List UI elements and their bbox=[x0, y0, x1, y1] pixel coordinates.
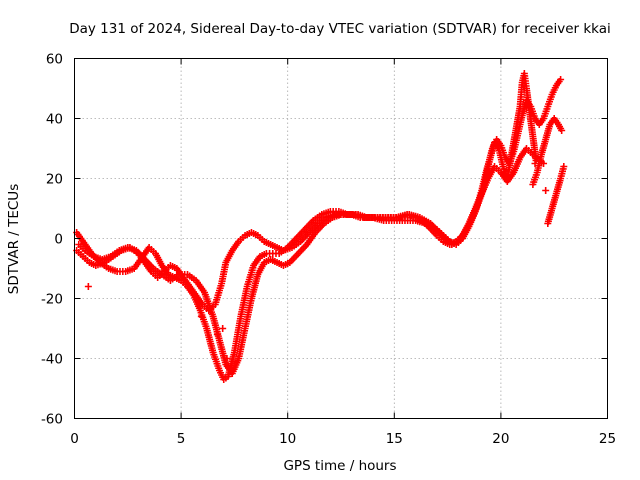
y-tick-label: 40 bbox=[46, 112, 63, 128]
x-tick-label: 5 bbox=[177, 431, 186, 447]
data-point bbox=[531, 160, 539, 167]
y-axis-label: SDTVAR / TECUs bbox=[6, 184, 22, 294]
data-point bbox=[558, 127, 566, 134]
y-tick-label: -40 bbox=[41, 352, 63, 368]
y-tick-label: 20 bbox=[46, 172, 63, 188]
y-tick-label: -20 bbox=[41, 292, 63, 308]
chart-title: Day 131 of 2024, Sidereal Day-to-day VTE… bbox=[69, 21, 611, 37]
data-point bbox=[219, 325, 227, 332]
x-tick-label: 0 bbox=[70, 431, 79, 447]
data-point bbox=[223, 355, 231, 362]
x-tick-label: 25 bbox=[599, 431, 616, 447]
data-point bbox=[84, 283, 92, 290]
grid bbox=[74, 58, 608, 419]
x-tick-label: 10 bbox=[279, 431, 296, 447]
data-point bbox=[197, 313, 205, 320]
y-tick-label: -60 bbox=[41, 412, 63, 428]
data-point bbox=[560, 163, 568, 170]
data-points bbox=[73, 70, 568, 383]
y-tick-label: 0 bbox=[54, 232, 63, 248]
y-tick-label: 60 bbox=[46, 52, 63, 68]
data-point bbox=[213, 331, 221, 338]
x-tick-label: 15 bbox=[386, 431, 403, 447]
axis-ticks: 0 5 10 15 20 25 -60 -40 -20 0 20 40 60 bbox=[41, 52, 616, 448]
data-point bbox=[557, 76, 565, 83]
data-point bbox=[542, 187, 550, 194]
x-axis-label: GPS time / hours bbox=[283, 458, 396, 474]
x-tick-label: 20 bbox=[492, 431, 509, 447]
